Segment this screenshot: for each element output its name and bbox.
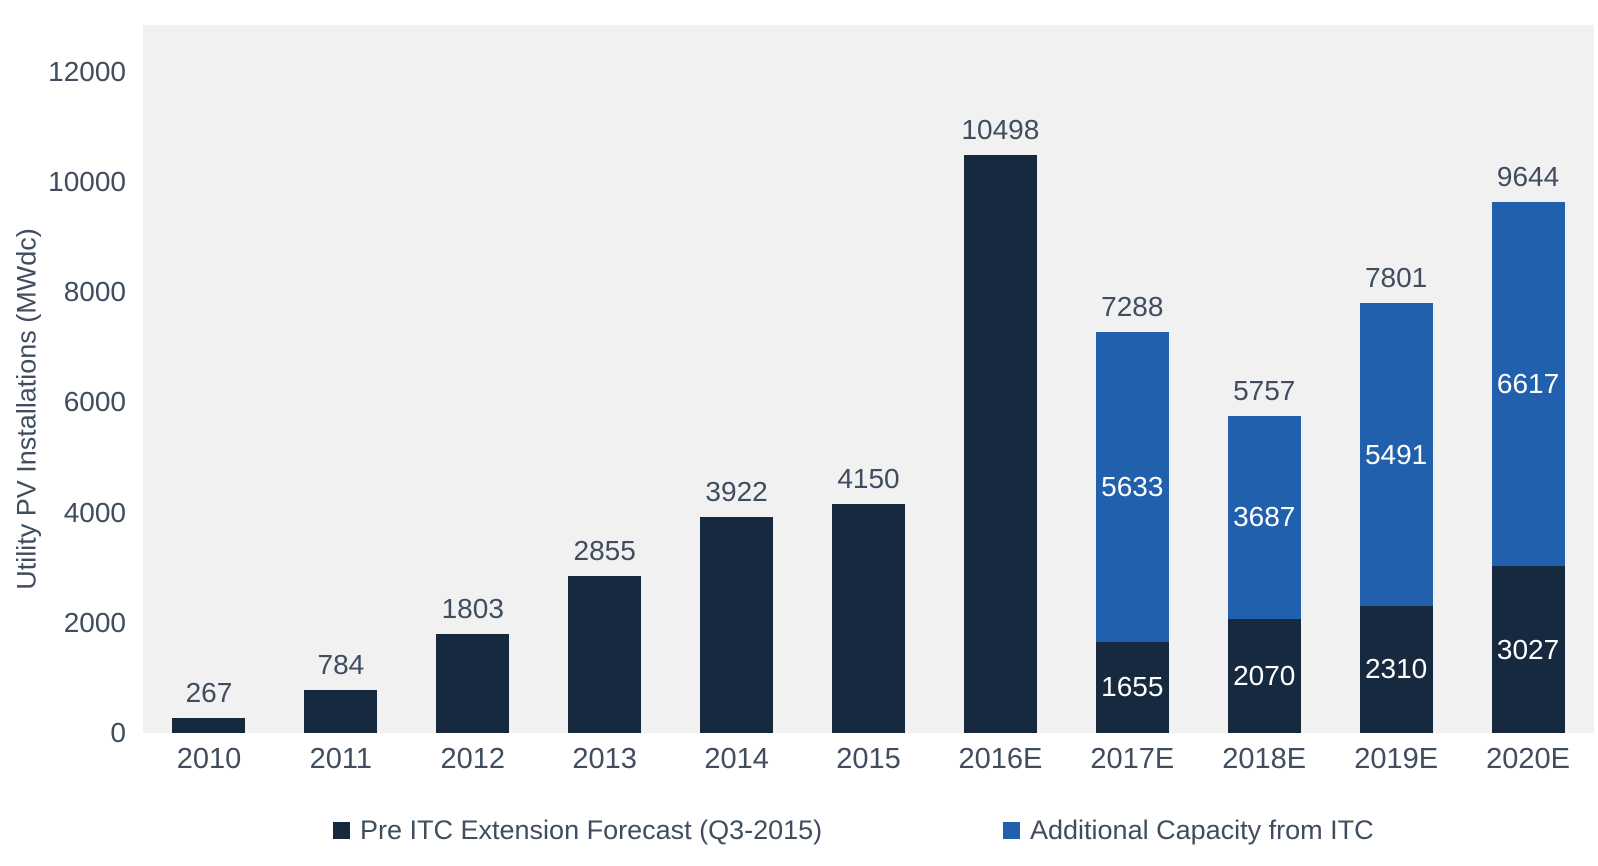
bar-value-label: 3027 [1496,633,1560,665]
bar-segment-base [1491,566,1565,733]
bar-value-label: 2070 [1233,660,1296,691]
bar-segment-base [304,689,378,733]
legend-swatch-pre-itc-icon [333,821,350,839]
bar-segment-itc [1227,415,1301,619]
bar-value-label: 5491 [1364,438,1428,470]
bar-value-label: 5633 [1101,470,1164,502]
bar-total-label: 7801 [1364,262,1428,294]
bar-segment-itc [1491,201,1565,567]
bar-segment-base [436,633,510,733]
bar-total-label: 1803 [441,592,504,624]
legend-item-pre-itc: Pre ITC Extension Forecast (Q3-2015) [333,812,822,848]
bar-total-label: 784 [317,648,365,680]
bar-total-label: 9644 [1496,160,1560,192]
plot-area: 267 784 1803 2855 3922 4150 10498 1655 5633 7288 2… [143,25,1594,733]
bar-segment-base [963,154,1037,733]
x-tick-label: 2019E [1354,743,1439,775]
y-tick-label: 4000 [63,496,126,528]
bar-total-label: 267 [185,677,233,709]
y-tick-label: 10000 [48,166,126,198]
bar-segment-itc [1359,303,1433,606]
bar-segment-base [172,718,246,733]
bar-segment-base [1359,605,1433,733]
y-axis: 0 2000 4000 6000 8000 10000 12000 [0,25,126,748]
legend-item-itc: Additional Capacity from ITC [1003,812,1374,848]
y-tick-label: 6000 [63,386,126,418]
x-tick-label: 2014 [704,743,769,775]
bar-total-label: 10498 [961,113,1040,145]
x-tick-label: 2016E [958,743,1043,775]
y-tick-label: 0 [110,717,126,748]
bar-total-label: 2855 [573,534,636,566]
x-tick-label: 2020E [1486,743,1570,775]
bar-value-label: 1655 [1101,671,1164,703]
y-tick-label: 2000 [63,606,126,638]
bar-total-label: 7288 [1101,290,1164,322]
x-tick-label: 2013 [572,743,637,775]
bar-segment-base [1227,618,1301,733]
x-tick-label: 2015 [836,743,901,775]
x-tick-label: 2012 [440,743,506,775]
x-tick-label: 2017E [1090,743,1175,775]
bar-total-label: 5757 [1233,374,1296,406]
x-axis: 2010 2011 2012 2013 2014 2015 2016E 2017E 2018E 2… [143,733,1594,785]
bar-total-label: 3922 [705,475,768,507]
bar-value-label: 2310 [1364,653,1428,685]
legend-label-itc: Additional Capacity from ITC [1030,814,1374,845]
x-tick-label: 2018E [1222,743,1307,775]
legend-label-pre-itc: Pre ITC Extension Forecast (Q3-2015) [360,814,823,845]
x-tick-label: 2010 [176,743,242,775]
bar-value-label: 6617 [1496,368,1560,400]
x-tick-label: 2011 [309,743,373,775]
bar-value-label: 3687 [1233,501,1296,533]
y-tick-label: 12000 [48,55,126,87]
bar-segment-base [832,504,905,733]
bar-total-label: 4150 [837,463,900,495]
bar-segment-base [568,575,642,733]
y-tick-label: 8000 [63,276,126,308]
bar-segment-itc [1095,331,1169,642]
bar-segment-base [1095,641,1169,733]
legend-swatch-itc-icon [1003,821,1020,839]
bar-segment-base [700,516,774,733]
